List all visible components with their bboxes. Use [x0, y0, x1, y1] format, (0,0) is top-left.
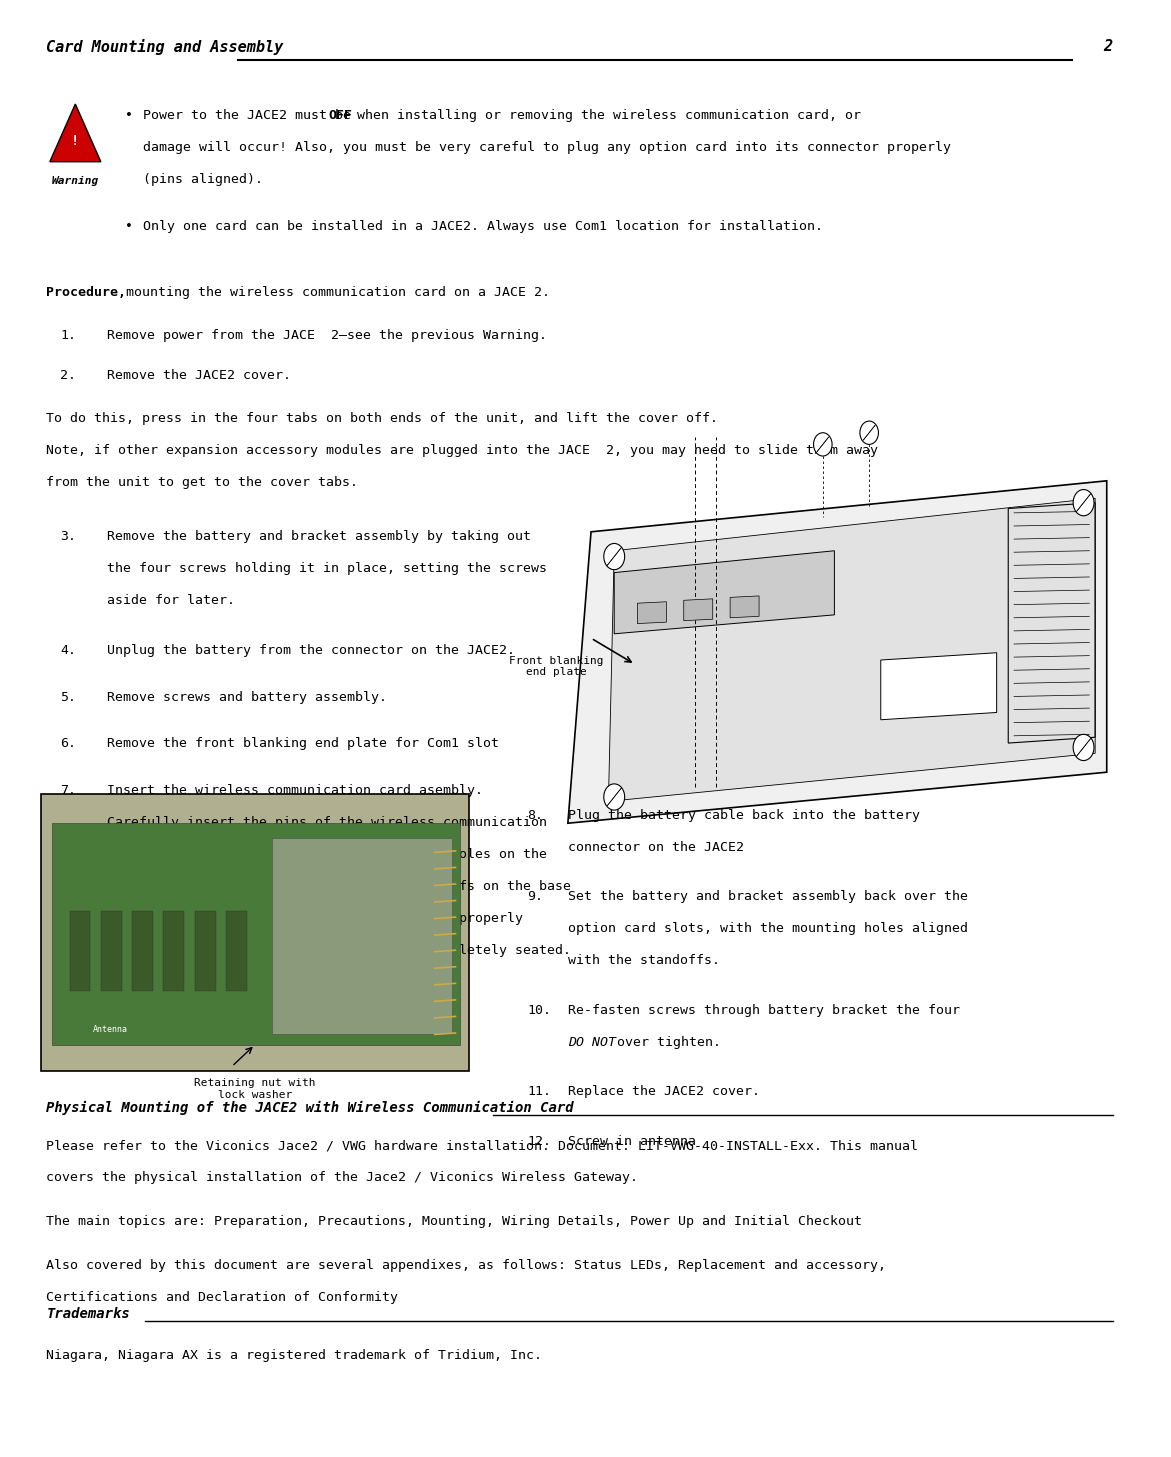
Polygon shape	[50, 103, 101, 162]
Text: Note, if other expansion accessory modules are plugged into the JACE  2, you may: Note, if other expansion accessory modul…	[47, 444, 878, 457]
Text: with the standoffs.: with the standoffs.	[568, 954, 720, 967]
Text: Remove the JACE2 cover.: Remove the JACE2 cover.	[107, 369, 290, 382]
Text: Also covered by this document are several appendixes, as follows: Status LEDs, R: Also covered by this document are severa…	[47, 1259, 886, 1272]
Text: 8.: 8.	[527, 809, 543, 822]
Text: 7.: 7.	[60, 784, 76, 797]
Text: Only one card can be installed in a JACE2. Always use Com1 location for installa: Only one card can be installed in a JACE…	[143, 220, 822, 233]
Text: •: •	[125, 220, 133, 233]
Text: Antenna: Antenna	[93, 1026, 128, 1034]
Text: Replace the JACE2 cover.: Replace the JACE2 cover.	[568, 1085, 760, 1099]
Circle shape	[604, 784, 624, 810]
Text: Retaining nut with
lock washer: Retaining nut with lock washer	[194, 1078, 316, 1100]
Text: 6.: 6.	[60, 737, 76, 750]
Text: Plug the battery cable back into the battery: Plug the battery cable back into the bat…	[568, 809, 920, 822]
Text: To do this, press in the four tabs on both ends of the unit, and lift the cover : To do this, press in the four tabs on bo…	[47, 412, 718, 425]
Circle shape	[1073, 490, 1094, 516]
Text: Niagara, Niagara AX is a registered trademark of Tridium, Inc.: Niagara, Niagara AX is a registered trad…	[47, 1349, 542, 1362]
Text: board. If they do not, the connector is not properly: board. If they do not, the connector is …	[107, 912, 522, 925]
FancyBboxPatch shape	[273, 838, 452, 1034]
Polygon shape	[881, 653, 997, 720]
Text: Please refer to the Viconics Jace2 / VWG hardware installation. Document: LIT-VW: Please refer to the Viconics Jace2 / VWG…	[47, 1139, 918, 1152]
FancyBboxPatch shape	[194, 911, 215, 991]
Text: Warning: Warning	[52, 176, 100, 186]
Text: covers the physical installation of the Jace2 / Viconics Wireless Gateway.: covers the physical installation of the …	[47, 1171, 638, 1185]
FancyBboxPatch shape	[53, 823, 460, 1045]
Text: Unplug the battery from the connector on the JACE2.: Unplug the battery from the connector on…	[107, 644, 514, 657]
Circle shape	[604, 543, 624, 570]
FancyBboxPatch shape	[226, 911, 247, 991]
Text: Insert the wireless communication card asembly.: Insert the wireless communication card a…	[107, 784, 482, 797]
Text: mounting the wireless communication card on a JACE 2.: mounting the wireless communication card…	[117, 286, 549, 299]
Circle shape	[860, 421, 878, 444]
Circle shape	[1073, 734, 1094, 761]
Text: Certifications and Declaration of Conformity: Certifications and Declaration of Confor…	[47, 1291, 398, 1304]
FancyBboxPatch shape	[41, 794, 470, 1071]
FancyBboxPatch shape	[132, 911, 153, 991]
Polygon shape	[730, 596, 759, 618]
Text: Re-fasten screws through battery bracket the four: Re-fasten screws through battery bracket…	[568, 1004, 960, 1017]
Text: when installing or removing the wireless communication card, or: when installing or removing the wireless…	[349, 109, 862, 122]
Text: Power to the JACE2 must be: Power to the JACE2 must be	[143, 109, 358, 122]
Text: aside for later.: aside for later.	[107, 594, 234, 608]
Text: 2: 2	[1103, 39, 1112, 54]
Text: Screw in antenna: Screw in antenna	[568, 1135, 696, 1148]
Text: aligned. Press until the option card is completely seated.: aligned. Press until the option card is …	[107, 944, 570, 957]
Text: 12.: 12.	[527, 1135, 552, 1148]
Text: over tighten.: over tighten.	[609, 1036, 721, 1049]
Text: 4.: 4.	[60, 644, 76, 657]
Polygon shape	[609, 498, 1095, 801]
Polygon shape	[684, 599, 713, 621]
Text: option card slots, with the mounting holes aligned: option card slots, with the mounting hol…	[568, 922, 968, 935]
Text: 5.: 5.	[60, 691, 76, 704]
Polygon shape	[615, 551, 835, 634]
Text: 10.: 10.	[527, 1004, 552, 1017]
FancyBboxPatch shape	[101, 911, 122, 991]
Text: Physical Mounting of the JACE2 with Wireless Communication Card: Physical Mounting of the JACE2 with Wire…	[47, 1100, 574, 1115]
Text: !: !	[71, 134, 80, 149]
Text: Remove power from the JACE  2—see the previous Warning.: Remove power from the JACE 2—see the pre…	[107, 329, 547, 342]
Text: Procedure,: Procedure,	[47, 286, 126, 299]
Polygon shape	[568, 481, 1107, 823]
Text: DO NOT: DO NOT	[568, 1036, 616, 1049]
FancyBboxPatch shape	[69, 911, 90, 991]
Text: connector on the JACE2: connector on the JACE2	[568, 841, 744, 854]
Text: Front blanking
end plate: Front blanking end plate	[509, 656, 603, 678]
Text: damage will occur! Also, you must be very careful to plug any option card into i: damage will occur! Also, you must be ver…	[143, 141, 951, 154]
Text: OFF: OFF	[329, 109, 352, 122]
Polygon shape	[637, 602, 666, 624]
Text: from the unit to get to the cover tabs.: from the unit to get to the cover tabs.	[47, 476, 358, 490]
Text: 1.: 1.	[60, 329, 76, 342]
Text: 3.: 3.	[60, 530, 76, 543]
Text: Set the battery and bracket assembly back over the: Set the battery and bracket assembly bac…	[568, 890, 968, 903]
Text: (pins aligned).: (pins aligned).	[143, 173, 262, 186]
Text: option board should line up with the standoffs on the base: option board should line up with the sta…	[107, 880, 570, 893]
Text: card into the socket of Com1. The mounting holes on the: card into the socket of Com1. The mounti…	[107, 848, 547, 861]
Text: 9.: 9.	[527, 890, 543, 903]
Text: Remove the front blanking end plate for Com1 slot: Remove the front blanking end plate for …	[107, 737, 499, 750]
Text: Carefully insert the pins of the wireless communication: Carefully insert the pins of the wireles…	[107, 816, 547, 829]
FancyBboxPatch shape	[164, 911, 184, 991]
Circle shape	[814, 433, 833, 456]
Text: 11.: 11.	[527, 1085, 552, 1099]
Text: Trademarks: Trademarks	[47, 1307, 130, 1321]
Text: 2.: 2.	[60, 369, 76, 382]
Text: Remove screws and battery assembly.: Remove screws and battery assembly.	[107, 691, 386, 704]
Text: •: •	[125, 109, 133, 122]
Text: Remove the battery and bracket assembly by taking out: Remove the battery and bracket assembly …	[107, 530, 530, 543]
Text: the four screws holding it in place, setting the screws: the four screws holding it in place, set…	[107, 562, 547, 576]
Text: The main topics are: Preparation, Precautions, Mounting, Wiring Details, Power U: The main topics are: Preparation, Precau…	[47, 1215, 862, 1228]
Text: Card Mounting and Assembly: Card Mounting and Assembly	[47, 39, 283, 55]
